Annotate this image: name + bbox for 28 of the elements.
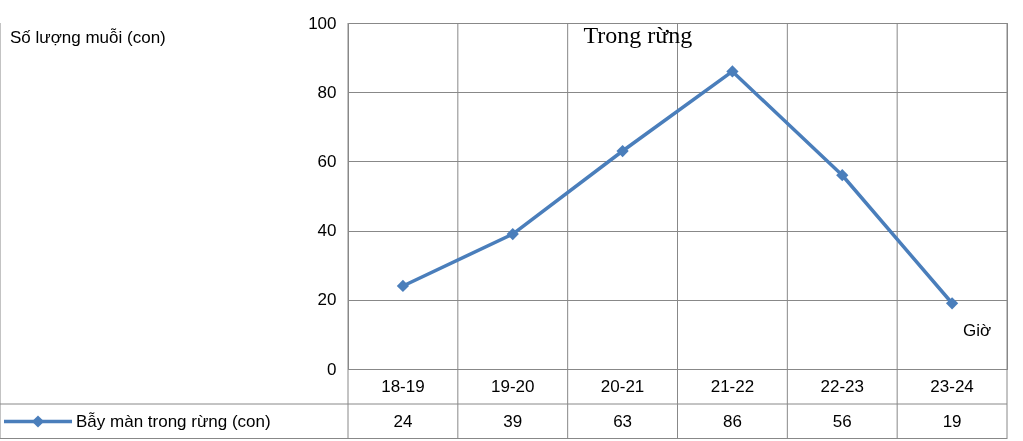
y-tick-label: 60 <box>317 151 337 171</box>
y-tick-label: 20 <box>317 290 337 310</box>
data-label: 86 <box>722 411 742 431</box>
x-tick-label: 20-21 <box>600 376 645 396</box>
point <box>836 169 849 182</box>
x-tick-label: 19-20 <box>491 376 535 396</box>
x-tick-label: 23-24 <box>930 376 974 396</box>
y-tick-label: 40 <box>317 221 337 241</box>
data-label: 63 <box>613 411 633 431</box>
chart-title: Trong rừng <box>583 22 693 48</box>
legend-label: Bẫy màn trong rừng (con) <box>76 411 271 431</box>
text: Số lượng muỗi (con) <box>10 28 166 47</box>
y-tick-label: 80 <box>317 82 337 102</box>
x-tick-label: 18-19 <box>381 376 425 396</box>
x-tick-label: 21-22 <box>710 376 755 396</box>
data-label: 24 <box>393 411 413 431</box>
data-label: 19 <box>942 411 962 431</box>
data-label: 56 <box>832 411 852 431</box>
point <box>396 279 410 293</box>
x-tick-label: 22-23 <box>820 376 864 396</box>
point <box>616 144 629 158</box>
y-tick-label: 100 <box>308 13 337 33</box>
data-label: 39 <box>503 411 523 431</box>
y-tick-label: 0 <box>327 359 337 379</box>
point <box>945 297 959 310</box>
x-axis-title: Giờ <box>962 321 992 340</box>
point <box>506 227 519 241</box>
point <box>726 65 739 78</box>
